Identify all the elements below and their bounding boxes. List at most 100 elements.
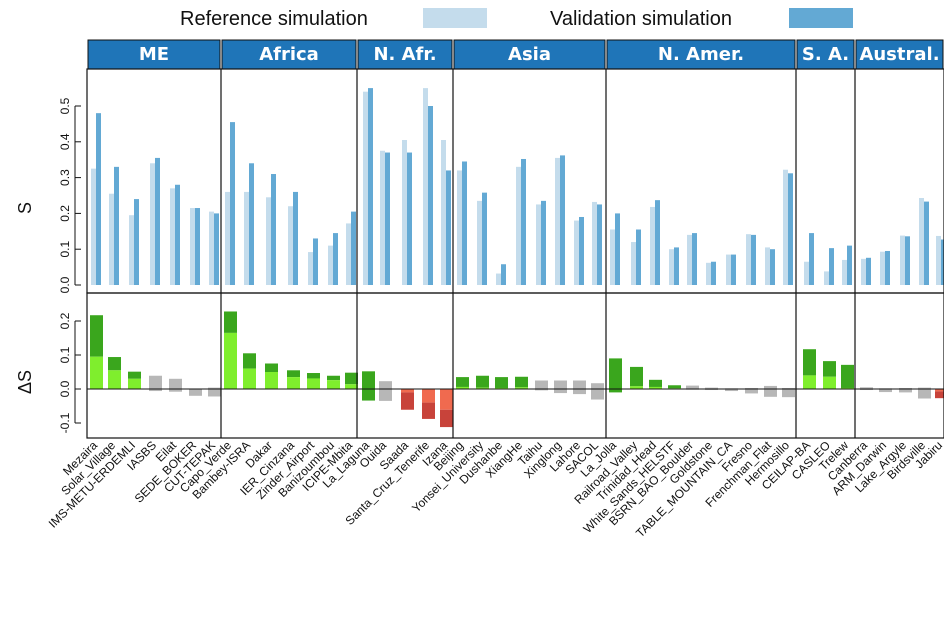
panel-title-n-amer: N. Amer.	[658, 44, 744, 65]
top-y-tick-label: 0.0	[58, 276, 72, 293]
delta-upper-sacol	[591, 383, 604, 389]
delta-lower-eilat	[169, 389, 182, 392]
delta-base-yonsei-university	[476, 387, 489, 389]
delta-lower-la-laguna	[362, 389, 375, 401]
delta-base-ims-metu-erdemli	[128, 378, 141, 389]
reference-bar-dakar	[266, 197, 271, 285]
validation-bar-jabiru	[941, 239, 944, 285]
bottom-y-axis-title: ΔS	[15, 370, 35, 394]
reference-bar-lake-argyle	[900, 235, 905, 285]
delta-lower-ouida	[379, 389, 392, 401]
delta-upper-frenchman-flat	[764, 385, 777, 389]
validation-bar-solar-village	[114, 166, 119, 285]
top-y-tick-label: 0.2	[58, 205, 72, 222]
delta-base-dakar	[265, 372, 278, 389]
delta-upper-ouida	[379, 381, 392, 389]
reference-bar-hermosillo	[783, 169, 788, 285]
validation-bar-lahore	[579, 216, 584, 285]
delta-light-santa-cruz-tenerife	[422, 389, 435, 403]
validation-bar-birdsville	[924, 201, 929, 285]
delta-lower-birdsville	[918, 389, 931, 399]
delta-light-jabiru	[935, 389, 944, 392]
delta-dark-santa-cruz-tenerife	[422, 402, 435, 419]
delta-lower-canberra	[860, 389, 873, 391]
reference-bar-canberra	[861, 258, 866, 285]
legend: Reference simulation Validation simulati…	[180, 8, 853, 30]
delta-lower-sacol	[591, 389, 604, 400]
delta-upper-ims-metu-erdemli	[128, 371, 141, 379]
delta-base-mezaira	[90, 356, 103, 389]
reference-bar-jabiru	[936, 235, 941, 285]
panel-header-n-afr	[357, 39, 453, 70]
delta-upper-solar-village	[108, 357, 121, 371]
panel-title-austral: Austral.	[859, 44, 939, 65]
validation-legend-swatch	[789, 8, 853, 28]
delta-upper-dakar	[265, 363, 278, 372]
validation-bar-ouida	[385, 152, 390, 285]
bottom-y-tick-label: 0.1	[58, 346, 72, 363]
reference-bar-goldstone	[706, 262, 711, 285]
reference-bar-ceilap-ba	[804, 261, 809, 285]
delta-base-xianghe	[515, 387, 528, 389]
reference-bar-beijing	[457, 170, 462, 285]
validation-bar-mezaira	[96, 113, 101, 285]
reference-bar-sede-boker	[190, 208, 195, 285]
validation-bar-saada	[407, 152, 412, 285]
delta-lower-la-jolla	[609, 389, 622, 393]
validation-bar-trinidad-head	[655, 200, 660, 285]
delta-base-trelew	[841, 387, 854, 389]
validation-bar-hermosillo	[788, 173, 793, 285]
reference-bar-bsrn-bao-boulder	[687, 234, 692, 285]
reference-bar-fresno	[746, 234, 751, 285]
delta-upper-goldstone	[705, 387, 718, 389]
top-y-tick-label: 0.3	[58, 169, 72, 186]
reference-bar-arm-darwin	[880, 251, 885, 285]
delta-base-beijing	[456, 386, 469, 389]
delta-upper-birdsville	[918, 387, 931, 389]
reference-bar-izana	[441, 140, 446, 285]
delta-upper-la-jolla	[609, 358, 622, 389]
header-layer: ME Africa N. Afr. Asia N. Amer. S. A. Austral.	[87, 39, 944, 70]
validation-bar-arm-darwin	[885, 250, 890, 285]
delta-lower-iasbs	[149, 389, 162, 392]
bottom-y-tick-label: -0.1	[58, 412, 72, 433]
reference-bar-iasbs	[150, 163, 155, 285]
validation-bar-sede-boker	[195, 208, 200, 285]
validation-bar-ier-cinzana	[293, 191, 298, 285]
reference-legend-swatch	[423, 8, 487, 28]
reference-bar-banizoumbou	[328, 245, 333, 285]
delta-dark-izana	[440, 409, 453, 428]
validation-bar-goldstone	[711, 261, 716, 285]
delta-base-icipe-mbita	[345, 384, 358, 389]
validation-bar-ims-metu-erdemli	[134, 199, 139, 285]
validation-bar-santa-cruz-tenerife	[428, 106, 433, 285]
reference-bar-lahore	[574, 220, 579, 285]
delta-lower-goldstone	[705, 389, 718, 391]
validation-bar-dushanbe	[501, 264, 506, 285]
validation-bar-canberra	[866, 257, 871, 285]
validation-bar-iasbs	[155, 157, 160, 285]
validation-bar-ceilap-ba	[809, 233, 814, 285]
top-y-tick-label: 0.5	[58, 97, 72, 114]
delta-upper-white-sands-helstf	[668, 385, 681, 389]
bottom-y-tick-label: 0.2	[58, 312, 72, 329]
validation-bar-la-jolla	[615, 213, 620, 285]
delta-upper-eilat	[169, 378, 182, 389]
validation-bar-dakar	[271, 174, 276, 285]
panel-title-n-afr: N. Afr.	[373, 44, 436, 65]
validation-bar-lake-argyle	[905, 236, 910, 285]
delta-base-dushanbe	[495, 387, 508, 389]
validation-bar-cut-tepak	[214, 213, 219, 285]
reference-bar-ims-metu-erdemli	[129, 215, 134, 285]
delta-lower-table-mountain-ca	[725, 389, 738, 392]
validation-bar-frenchman-flat	[770, 249, 775, 285]
validation-bar-sacol	[597, 204, 602, 285]
bottom-y-tick-label: 0.0	[58, 380, 72, 397]
reference-bar-solar-village	[109, 193, 114, 285]
reference-bar-xinglong	[555, 157, 560, 285]
delta-upper-lake-argyle	[899, 387, 912, 389]
validation-bar-xianghe	[521, 158, 526, 285]
reference-bar-ier-cinzana	[288, 206, 293, 285]
reference-bar-railroad-valley	[631, 242, 636, 285]
